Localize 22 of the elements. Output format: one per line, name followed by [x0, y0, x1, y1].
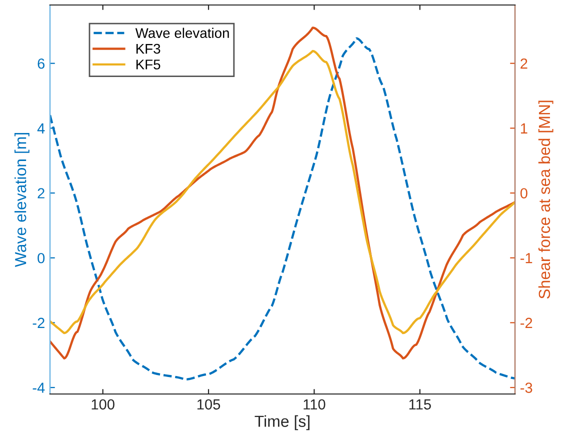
x-axis-title: Time [s] [254, 415, 310, 430]
legend-label: Wave elevation [135, 28, 229, 38]
y2-tick-label: 1 [520, 123, 528, 134]
y-tick-label: -2 [32, 318, 44, 328]
y2-tick-label: -1 [520, 253, 532, 264]
x-tick-label: 110 [304, 399, 326, 410]
y2-tick-label: 0 [520, 188, 528, 198]
y-tick-label: 4 [37, 123, 45, 134]
y-tick-label: 2 [38, 188, 44, 198]
y2-axis-title: Shear force at sea bed [MN] [538, 100, 554, 299]
y-axis-title: Wave elevation [m] [14, 133, 30, 268]
x-tick-label: 100 [92, 399, 114, 410]
y2-tick-label: -2 [520, 318, 532, 328]
y-tick-label: 0 [38, 252, 45, 264]
y-tick-label: 6 [38, 58, 44, 69]
legend-label: KF3 [136, 44, 160, 54]
y2-tick-label: 2 [520, 58, 528, 69]
y2-tick-label: -3 [520, 382, 532, 393]
x-tick-label: 105 [197, 399, 220, 410]
y-tick-label: -4 [32, 382, 45, 393]
x-tick-label: 115 [409, 399, 431, 410]
legend-label: KF5 [136, 60, 160, 70]
